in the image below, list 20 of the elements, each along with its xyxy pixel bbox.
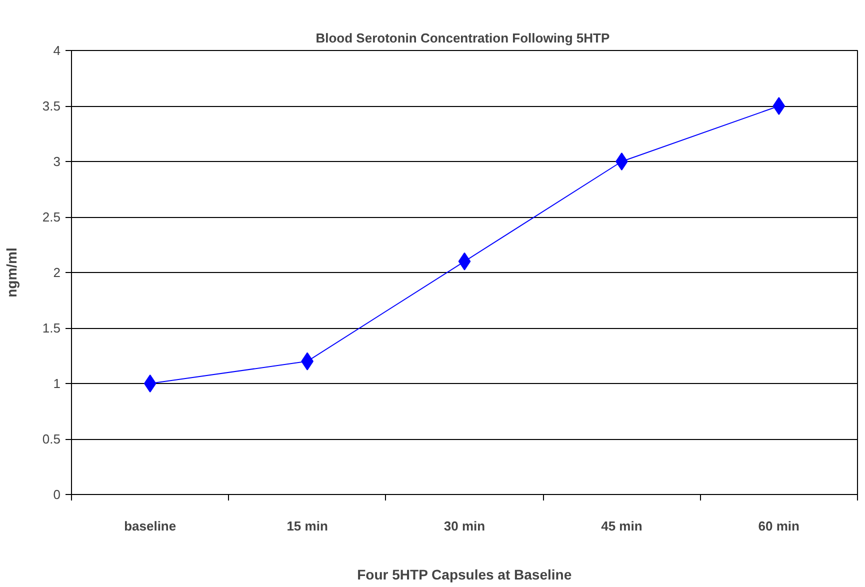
x-axis-title: Four 5HTP Capsules at Baseline [357, 566, 572, 582]
y-tick-label: 0.5 [42, 432, 61, 446]
chart-title: Blood Serotonin Concentration Following 5HTP [316, 30, 610, 46]
x-tick-label: 15 min [286, 518, 328, 534]
y-tick-label: 3.5 [42, 98, 61, 114]
x-tick-label: 45 min [601, 518, 642, 534]
x-tick-label: baseline [124, 518, 176, 534]
y-tick-label: 2.5 [42, 210, 61, 224]
point [458, 252, 471, 270]
x-tick-label: 30 min [444, 518, 486, 534]
y-tick-label: 1 [53, 376, 61, 391]
y-tick-label: 4 [53, 43, 61, 58]
y-tick-label: 0 [53, 487, 61, 502]
y-tick-label: 3 [53, 154, 61, 169]
y-tick-label: 2 [53, 265, 61, 280]
point [144, 374, 156, 392]
y-axis-title: ngm/ml [3, 248, 20, 298]
y-tick-label: 1.5 [42, 320, 61, 336]
point [772, 97, 786, 115]
x-tick-label: 60 min [758, 518, 800, 534]
